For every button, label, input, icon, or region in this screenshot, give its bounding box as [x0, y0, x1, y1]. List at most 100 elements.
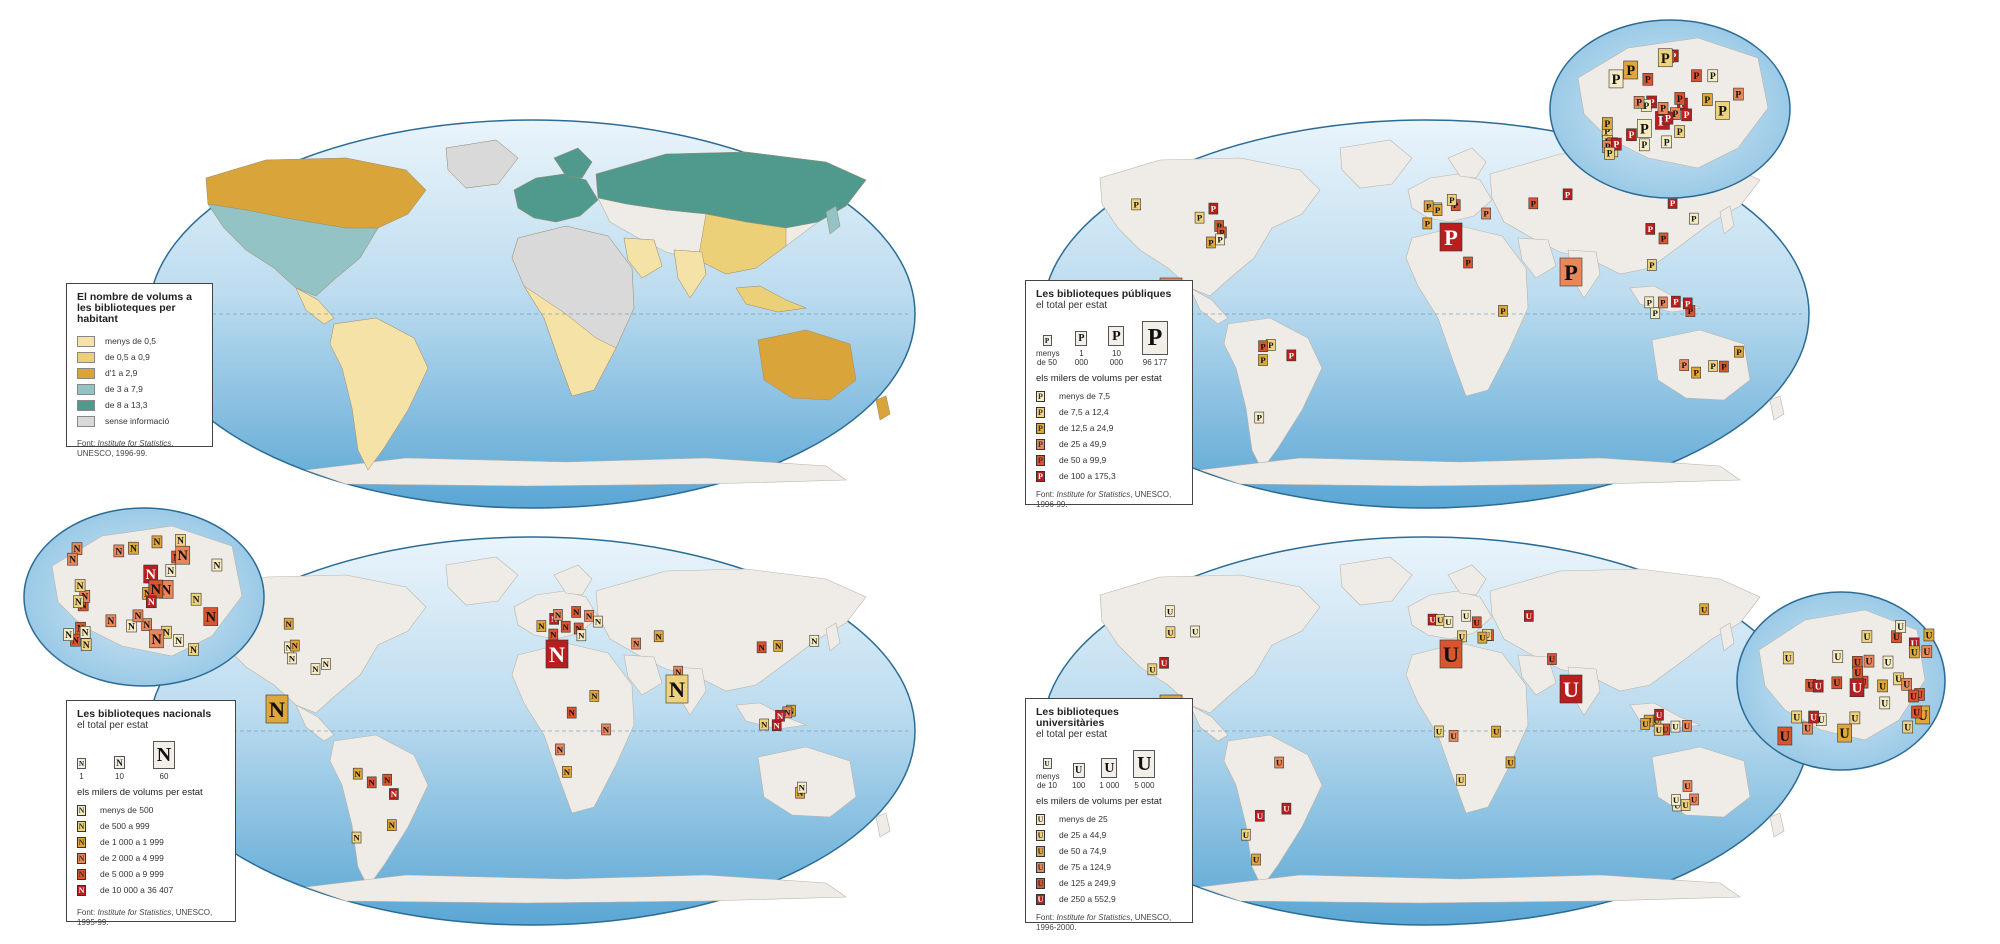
- library-marker: U: [1671, 794, 1681, 806]
- svg-text:N: N: [761, 720, 768, 730]
- svg-text:P: P: [1483, 209, 1489, 219]
- library-marker: U: [1682, 720, 1692, 732]
- svg-text:N: N: [538, 621, 545, 631]
- library-marker: N: [265, 694, 289, 724]
- svg-text:N: N: [77, 581, 84, 592]
- library-marker: U: [1782, 651, 1794, 664]
- library-marker: N: [756, 641, 767, 654]
- size-label: 96 177: [1142, 358, 1168, 367]
- svg-text:U: U: [1642, 719, 1649, 729]
- legend-label: d'1 a 2,9: [105, 368, 138, 378]
- library-marker: N: [593, 615, 603, 628]
- svg-text:U: U: [1903, 680, 1910, 691]
- library-marker: P: [1215, 233, 1225, 246]
- svg-text:N: N: [573, 607, 580, 617]
- library-marker: U: [1654, 708, 1664, 721]
- library-marker: U: [1908, 689, 1919, 702]
- svg-text:N: N: [177, 536, 184, 547]
- legend-label: de 7,5 a 12,4: [1059, 407, 1109, 417]
- svg-text:N: N: [289, 653, 296, 663]
- svg-text:U: U: [1913, 707, 1920, 718]
- library-marker: U: [1524, 610, 1534, 622]
- svg-text:U: U: [1450, 731, 1457, 741]
- size-box: P: [1108, 326, 1125, 346]
- library-marker: U: [1877, 679, 1888, 692]
- library-marker: P: [1657, 296, 1668, 309]
- marker-swatch: P: [1036, 390, 1045, 402]
- size-box: N: [114, 756, 125, 769]
- svg-text:N: N: [151, 632, 162, 648]
- svg-text:P: P: [1661, 51, 1670, 67]
- svg-text:P: P: [1629, 130, 1635, 141]
- svg-text:U: U: [1911, 647, 1918, 658]
- legend-title: El nombre de volums a les biblioteques p…: [77, 291, 192, 325]
- library-marker: N: [589, 690, 600, 702]
- svg-text:N: N: [269, 697, 285, 722]
- svg-text:U: U: [1526, 611, 1533, 621]
- library-marker: P: [1286, 349, 1297, 362]
- marker-swatch: P: [1036, 454, 1045, 466]
- marker-swatch: U: [1036, 829, 1045, 841]
- svg-text:P: P: [1465, 258, 1471, 268]
- svg-text:U: U: [1815, 681, 1822, 692]
- library-marker: N: [584, 609, 594, 622]
- svg-text:P: P: [1677, 94, 1683, 105]
- library-marker: U: [1837, 723, 1852, 743]
- svg-text:P: P: [1449, 195, 1455, 205]
- library-marker: N: [148, 579, 164, 599]
- library-marker: P: [1604, 146, 1615, 160]
- legend-label: de 10 000 a 36 407: [100, 885, 174, 895]
- svg-text:N: N: [312, 664, 319, 674]
- svg-text:U: U: [1276, 758, 1283, 768]
- library-marker: P: [1258, 340, 1268, 353]
- svg-text:U: U: [1910, 691, 1917, 702]
- library-marker: N: [382, 773, 392, 786]
- size-box: U: [1133, 750, 1156, 778]
- library-marker: U: [1456, 774, 1466, 786]
- svg-text:N: N: [286, 643, 293, 653]
- library-marker: N: [562, 766, 572, 778]
- legend-title: Les biblioteques universitàries: [1036, 706, 1119, 729]
- svg-text:N: N: [82, 628, 89, 639]
- library-marker: U: [1921, 645, 1933, 658]
- svg-text:P: P: [1672, 109, 1678, 120]
- legend-source: Font: Institute for Statistics, UNESCO, …: [1036, 913, 1172, 932]
- library-marker: U: [1682, 780, 1693, 792]
- svg-text:N: N: [190, 645, 197, 656]
- marker-swatch: N: [77, 884, 86, 896]
- legend-section-title: els milers de volums per estat: [1036, 373, 1162, 384]
- library-marker: P: [1528, 197, 1539, 210]
- svg-text:U: U: [1474, 617, 1481, 627]
- library-marker: N: [80, 638, 92, 651]
- size-box: U: [1101, 758, 1118, 778]
- library-marker: N: [321, 658, 331, 670]
- library-marker: U: [1653, 723, 1664, 736]
- svg-text:P: P: [1564, 260, 1578, 285]
- svg-text:U: U: [1672, 722, 1679, 732]
- svg-text:N: N: [161, 582, 172, 598]
- library-marker: U: [1802, 721, 1813, 734]
- library-marker: P: [1679, 359, 1690, 371]
- library-marker: N: [132, 609, 144, 622]
- svg-text:P: P: [1197, 213, 1203, 223]
- library-marker: U: [1165, 626, 1176, 639]
- legend-label: menys de 25: [1059, 814, 1108, 824]
- svg-text:U: U: [1437, 615, 1444, 625]
- svg-text:U: U: [1807, 681, 1814, 692]
- library-marker: P: [1422, 217, 1433, 230]
- marker-swatch: N: [77, 868, 86, 880]
- svg-text:P: P: [1640, 121, 1649, 137]
- svg-text:N: N: [355, 769, 362, 779]
- svg-text:N: N: [669, 677, 685, 702]
- library-marker: U: [1849, 711, 1861, 724]
